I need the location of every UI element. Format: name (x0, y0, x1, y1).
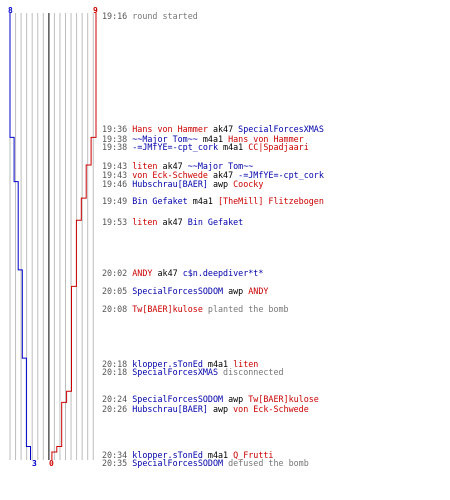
event-row: 19:46 Hubschrau[BAER] awp Coocky (102, 180, 263, 189)
event-time: 20:18 (102, 367, 133, 377)
event-time: 19:43 (102, 170, 133, 180)
event-time: 20:08 (102, 304, 133, 314)
event-time: 20:05 (102, 286, 133, 296)
player-name: klopper.sTonEd (132, 450, 203, 460)
weapon-label: m4a1 (217, 142, 249, 152)
event-time: 20:18 (102, 359, 133, 369)
event-row: 19:53 liten ak47 Bin Gefaket (102, 218, 243, 227)
weapon-label: awp (207, 404, 234, 414)
t-start-count: 9 (93, 6, 98, 15)
weapon-label: m4a1 (197, 134, 229, 144)
player-name: Hubschrau[BAER] (132, 404, 208, 414)
weapon-label: m4a1 (187, 196, 218, 206)
event-row: 20:05 SpecialForcesSODOM awp ANDY (102, 287, 268, 296)
weapon-label: ak47 (157, 161, 188, 171)
player-name: -=JMfYE=-cpt_cork (132, 142, 218, 152)
event-row: 19:38 -=JMfYE=-cpt_cork m4a1 CC|Spadjaar… (102, 143, 309, 152)
event-row: 20:18 SpecialForcesXMAS disconnected (102, 368, 284, 377)
player-name: liten (132, 217, 158, 227)
player-name: liten (233, 359, 259, 369)
player-name: Hubschrau[BAER] (132, 179, 208, 189)
weapon-label: m4a1 (202, 359, 234, 369)
player-name: ANDY (248, 286, 269, 296)
t-alive-line (51, 13, 97, 460)
event-time: 19:49 (102, 196, 133, 206)
player-name: Hans von Hammer (132, 124, 208, 134)
player-name: SpecialForcesSODOM (132, 286, 224, 296)
event-time: 19:38 (102, 142, 133, 152)
player-name: SpecialForcesSODOM (132, 394, 224, 404)
event-row: 19:16 round started (102, 12, 198, 21)
player-name: SpecialForcesXMAS (132, 367, 218, 377)
t-end-count: 0 (49, 459, 54, 468)
event-time: 19:43 (102, 161, 133, 171)
player-name: Q_Frutti (233, 450, 274, 460)
player-name: Bin Gefaket (187, 217, 244, 227)
event-row: 20:34 klopper.sTonEd m4a1 Q_Frutti (102, 451, 273, 460)
player-name: von Eck-Schwede (233, 404, 309, 414)
player-name: ANDY (132, 268, 153, 278)
event-time: 20:24 (102, 394, 133, 404)
event-row: 20:18 klopper.sTonEd m4a1 liten (102, 360, 258, 369)
player-name: klopper.sTonEd (132, 359, 203, 369)
event-text: disconnected (217, 367, 284, 377)
ct-start-count: 8 (8, 6, 13, 15)
event-row: 20:08 Tw[BAER]kulose planted the bomb (102, 305, 289, 314)
chart-grid (9, 13, 94, 460)
weapon-label: ak47 (152, 268, 183, 278)
player-name: ~~Major Tom~~ (132, 134, 198, 144)
weapon-label: awp (223, 394, 249, 404)
player-name: c$n.deepdiver*t* (182, 268, 264, 278)
player-name: liten (132, 161, 158, 171)
player-name: Hans von Hammer (228, 134, 304, 144)
event-time: 19:53 (102, 217, 133, 227)
event-text: round started (132, 11, 198, 21)
event-row: 19:43 liten ak47 ~~Major Tom~~ (102, 162, 253, 171)
player-name: ~~Major Tom~~ (187, 161, 254, 171)
event-time: 19:16 (102, 11, 133, 21)
player-name: von Eck-Schwede (132, 170, 208, 180)
player-name: Coocky (233, 179, 264, 189)
player-name: -=JMfYE=-cpt_cork (238, 170, 324, 180)
ct-alive-line (9, 13, 31, 460)
event-row: 20:26 Hubschrau[BAER] awp von Eck-Schwed… (102, 405, 309, 414)
player-name: SpecialForcesSODOM (132, 458, 224, 468)
event-row: 19:38 ~~Major Tom~~ m4a1 Hans von Hammer (102, 135, 304, 144)
player-name: Bin Gefaket (132, 196, 188, 206)
weapon-label: awp (223, 286, 249, 296)
weapon-label: awp (207, 179, 234, 189)
event-text: defused the bomb (223, 458, 309, 468)
event-row: 19:43 von Eck-Schwede ak47 -=JMfYE=-cpt_… (102, 171, 324, 180)
event-time: 20:35 (102, 458, 133, 468)
event-row: 19:49 Bin Gefaket m4a1 [TheMill] Flitzeb… (102, 197, 324, 206)
event-time: 20:02 (102, 268, 133, 278)
weapon-label: ak47 (157, 217, 188, 227)
event-time: 20:26 (102, 404, 133, 414)
player-name: [TheMill] Flitzebogen (218, 196, 324, 206)
player-name: SpecialForcesXMAS (238, 124, 324, 134)
event-text: planted the bomb (202, 304, 289, 314)
event-row: 19:36 Hans von Hammer ak47 SpecialForces… (102, 125, 324, 134)
weapon-label: ak47 (207, 124, 239, 134)
event-time: 19:36 (102, 124, 133, 134)
event-time: 20:34 (102, 450, 133, 460)
weapon-label: ak47 (207, 170, 239, 180)
event-row: 20:35 SpecialForcesSODOM defused the bom… (102, 459, 309, 468)
weapon-label: m4a1 (202, 450, 234, 460)
event-row: 20:02 ANDY ak47 c$n.deepdiver*t* (102, 269, 263, 278)
player-name: Tw[BAER]kulose (132, 304, 203, 314)
player-name: CC|Spadjaari (248, 142, 309, 152)
event-row: 20:24 SpecialForcesSODOM awp Tw[BAER]kul… (102, 395, 319, 404)
event-time: 19:46 (102, 179, 133, 189)
player-name: Tw[BAER]kulose (248, 394, 319, 404)
ct-end-count: 3 (32, 459, 37, 468)
event-time: 19:38 (102, 134, 133, 144)
